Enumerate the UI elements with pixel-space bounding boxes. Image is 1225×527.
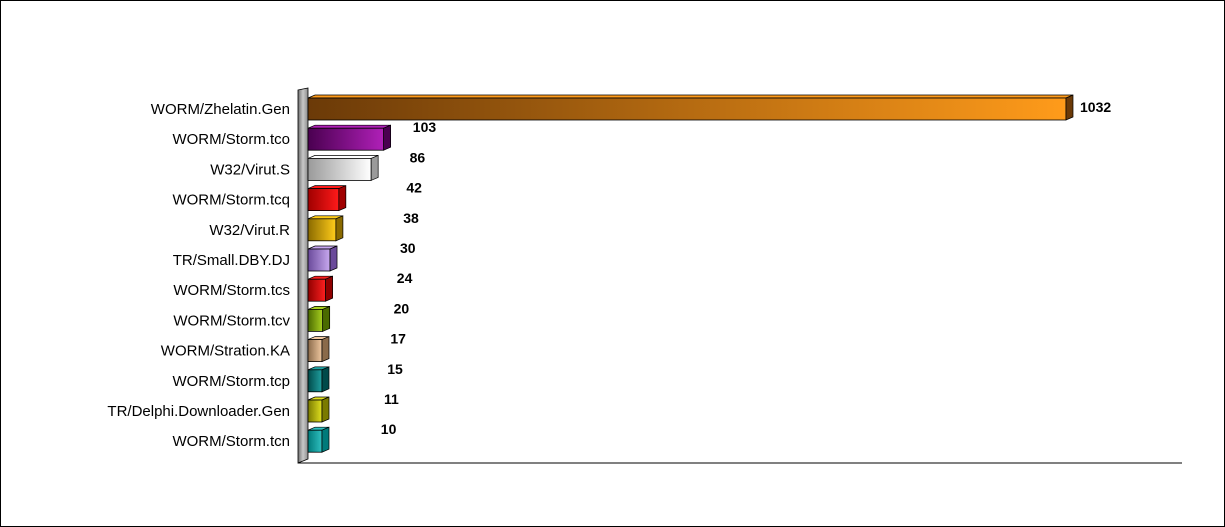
category-label: WORM/Storm.tcv xyxy=(173,312,290,329)
bar-worm-storm-tcp xyxy=(307,366,330,393)
category-label: WORM/Stration.KA xyxy=(161,343,290,360)
category-label: WORM/Storm.tcp xyxy=(172,373,290,390)
value-label: 17 xyxy=(390,331,406,347)
value-label: 86 xyxy=(410,149,426,165)
y-axis-wall xyxy=(297,87,309,464)
value-label: 103 xyxy=(413,119,437,135)
value-label: 38 xyxy=(403,210,419,226)
value-label: 24 xyxy=(397,270,413,286)
axis-layer xyxy=(297,87,1182,464)
value-label: 10 xyxy=(381,421,397,437)
value-labels: 1032 103 86 42 38 30 24 20 17 15 11 10 xyxy=(381,99,1112,437)
category-label: WORM/Storm.tco xyxy=(172,131,290,148)
bar-w32-virut-s xyxy=(307,154,379,181)
value-label: 11 xyxy=(384,391,399,407)
value-label: 15 xyxy=(387,361,403,377)
category-label: W32/Virut.R xyxy=(209,222,290,239)
bar-tr-small-dby-dj xyxy=(307,245,338,272)
category-label: WORM/Storm.tcq xyxy=(172,192,290,209)
category-label: WORM/Zhelatin.Gen xyxy=(151,101,290,118)
bar-worm-storm-tco xyxy=(307,124,392,151)
bars-layer xyxy=(307,94,1074,453)
category-label: W32/Virut.S xyxy=(210,161,290,178)
bar-worm-storm-tcv xyxy=(307,305,331,332)
bar-worm-stration-ka xyxy=(307,336,330,363)
bar-w32-virut-r xyxy=(307,215,344,242)
category-labels: WORM/Zhelatin.Gen WORM/Storm.tco W32/Virut… xyxy=(107,101,290,450)
bar-worm-storm-tcs xyxy=(307,275,333,302)
value-label: 30 xyxy=(400,240,416,256)
value-label: 1032 xyxy=(1080,99,1111,115)
category-label: TR/Delphi.Downloader.Gen xyxy=(107,403,290,420)
bar-worm-zhelatin-gen xyxy=(307,94,1074,121)
category-label: TR/Small.DBY.DJ xyxy=(173,252,290,269)
value-label: 20 xyxy=(394,300,410,316)
category-label: WORM/Storm.tcs xyxy=(173,282,290,299)
bar-tr-delphi-downloader-gen xyxy=(307,396,330,423)
bar-worm-storm-tcn xyxy=(307,426,330,453)
category-label: WORM/Storm.tcn xyxy=(172,433,290,450)
bar-worm-storm-tcq xyxy=(307,185,347,212)
value-label: 42 xyxy=(406,180,422,196)
